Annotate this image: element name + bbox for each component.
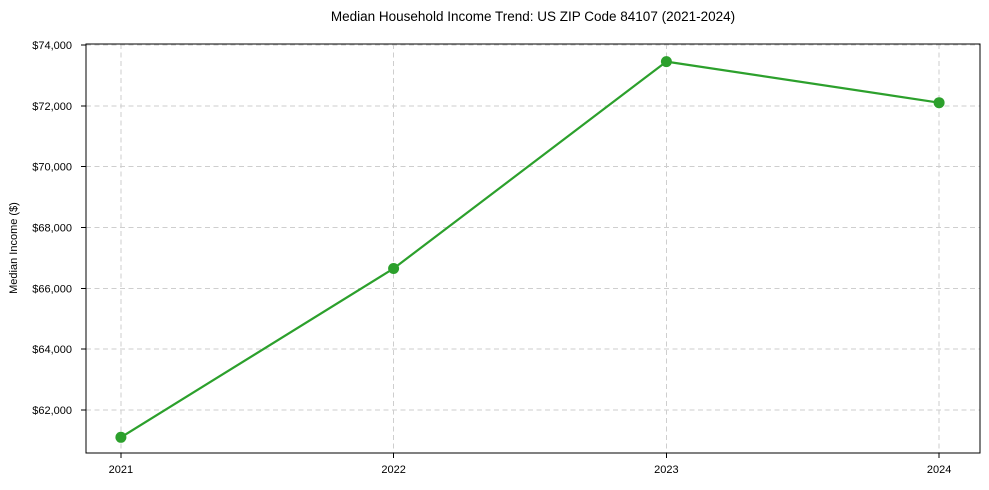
trend-line [119, 60, 941, 439]
data-point-marker [933, 97, 945, 109]
chart-title: Median Household Income Trend: US ZIP Co… [330, 9, 736, 24]
y-tick-label: $70,000 [32, 162, 72, 174]
x-tick-label: 2023 [654, 464, 678, 476]
x-tick-label: 2021 [109, 464, 133, 476]
y-tick-label: $66,000 [32, 283, 72, 295]
data-point-marker [388, 263, 400, 274]
x-tick-label: 2024 [927, 464, 951, 476]
x-tick-label: 2022 [381, 464, 405, 476]
y-tick-label: $64,000 [32, 344, 72, 356]
data-point-marker [115, 431, 127, 443]
y-tick-label: $74,000 [32, 40, 72, 52]
plot-border [85, 43, 981, 454]
y-tick-label: $62,000 [32, 405, 72, 417]
y-tick-label: $68,000 [32, 222, 72, 234]
y-tick-label: $72,000 [32, 101, 72, 113]
data-point-marker [660, 56, 672, 68]
